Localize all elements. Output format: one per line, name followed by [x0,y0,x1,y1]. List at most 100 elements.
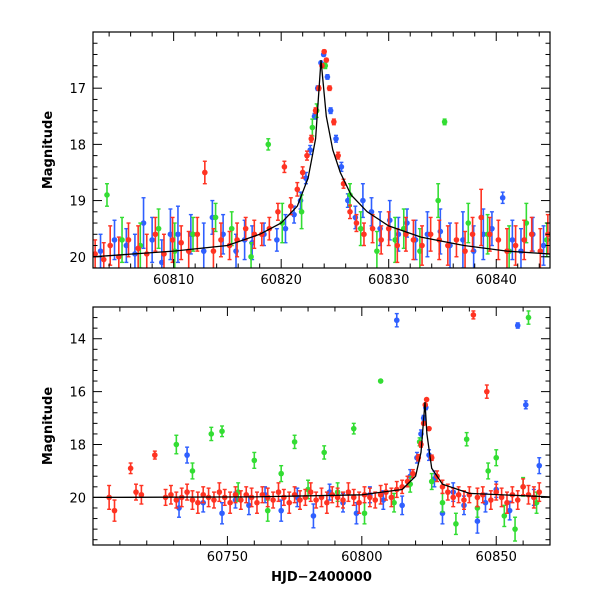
y-tick-label: 20 [69,491,86,506]
data-point [439,484,446,490]
data-point [218,237,224,243]
data-point [264,507,271,514]
x-tick-label: 60850 [476,550,517,565]
data-point [309,124,316,131]
data-point [501,513,508,519]
data-point [386,217,393,224]
data-point [200,248,207,254]
data-point [453,237,460,243]
data-point [435,197,441,204]
data-point [100,256,107,263]
data-point [399,502,405,509]
data-point [190,231,196,238]
data-point [486,231,493,238]
data-point [540,242,547,249]
data-point [369,225,376,232]
bottom-light-curve-panel: 60750 60800 60850 14 16 18 20 Magnitude HJD−2400… [41,306,551,585]
data-point [291,211,297,218]
data-point [135,245,141,252]
series-0 [97,51,547,268]
data-point [278,470,284,477]
data-point [189,497,196,503]
data-point [264,494,271,501]
y-tick-label: 18 [69,439,86,454]
data-point [360,197,366,204]
data-point [474,494,481,501]
data-point [152,231,159,238]
data-point [298,209,305,215]
model-curve [93,402,550,499]
data-point [323,57,330,63]
data-point [377,491,384,498]
data-point [119,237,125,243]
data-point [528,231,535,238]
data-point [279,220,286,226]
data-point [282,225,289,232]
data-point [388,494,395,501]
data-point [445,489,451,495]
data-point [357,225,364,232]
data-point [286,499,293,506]
data-point [499,194,506,201]
data-point [504,499,510,506]
data-point [178,239,184,246]
data-point [212,214,219,221]
data-point [304,152,310,159]
data-point [506,507,513,514]
plot-area [93,48,550,268]
y-tick-label: 16 [69,386,86,401]
data-point [281,164,288,170]
data-point [327,107,334,114]
data-point [463,436,470,443]
data-point [208,431,215,437]
x-tick-label: 60810 [153,273,194,288]
data-point [531,494,537,501]
data-point [275,209,281,215]
data-point [395,231,402,238]
data-point [219,510,225,517]
data-point [498,494,505,501]
data-point [169,237,176,243]
data-point [470,312,477,318]
data-point [493,454,500,461]
data-point [543,237,550,243]
data-point [437,228,444,235]
data-point [227,499,233,506]
x-axis-label: HJD−2400000 [271,570,372,585]
data-point [521,237,527,243]
data-point [394,242,401,249]
data-point [173,497,180,503]
x-tick-label: 60820 [260,273,301,288]
y-tick-label: 19 [69,195,86,210]
data-point [152,452,158,458]
x-tick-label: 60750 [207,550,248,565]
data-point [428,478,435,485]
data-point [331,119,337,125]
y-axis-label: Magnitude [41,111,56,190]
data-point [93,251,98,257]
series-2 [106,310,543,522]
data-point [233,248,239,254]
data-point [350,494,357,501]
y-tick-label: 18 [69,138,86,153]
data-point [441,119,448,125]
data-point [216,489,223,495]
data-point [469,231,476,238]
plot-area [93,310,550,542]
data-point [219,428,225,435]
data-point [427,231,434,238]
data-point [525,491,532,498]
data-point [175,231,181,238]
data-point [326,85,333,91]
data-point [512,526,518,532]
data-point [385,225,392,232]
data-point [479,491,486,498]
data-point [495,237,502,243]
data-point [202,169,208,176]
data-point [321,449,327,456]
data-point [243,491,250,498]
data-point [352,214,359,221]
data-point [518,248,524,254]
data-point [173,441,180,448]
